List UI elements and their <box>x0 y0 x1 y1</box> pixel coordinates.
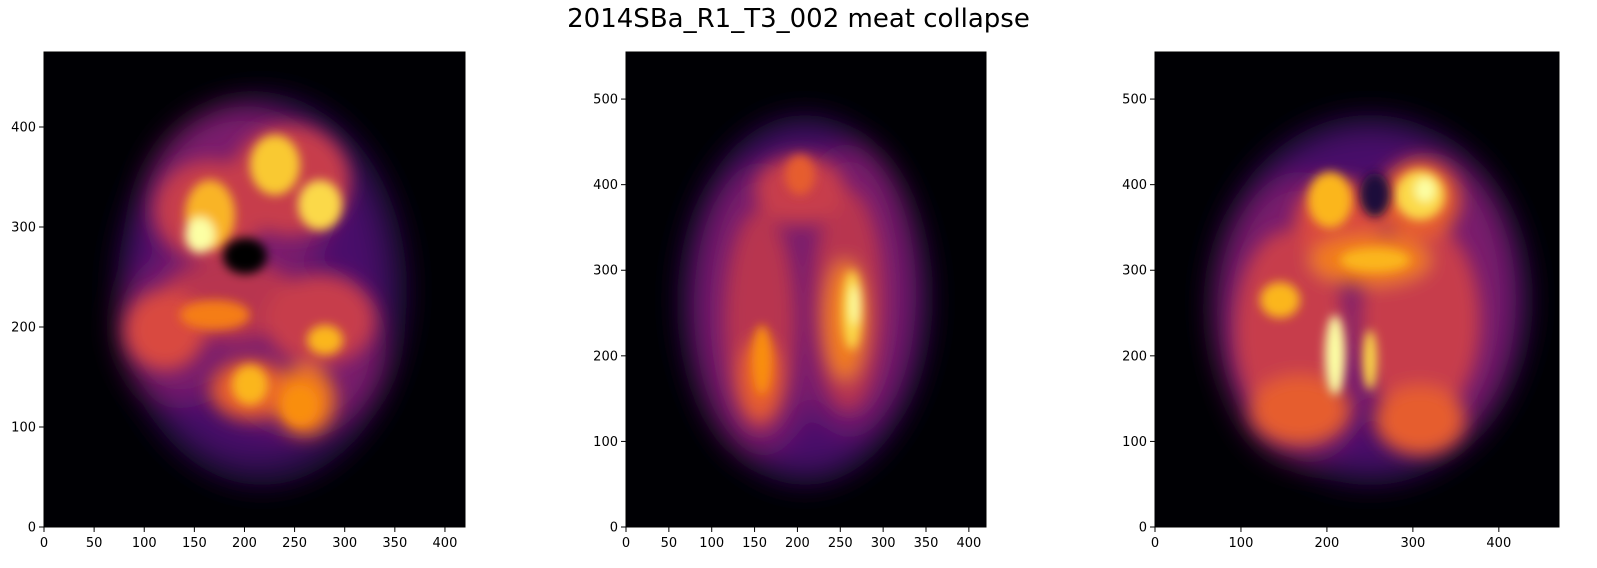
panel-1-y-tick-label: 0 <box>28 521 36 536</box>
panel-3-y-tick-label: 500 <box>1122 93 1147 108</box>
panel-1-y-tick-label: 400 <box>11 121 36 136</box>
panel-1-y-tick-label: 300 <box>11 221 36 236</box>
panel-1-x-tick-label: 150 <box>182 536 207 551</box>
panel-1-x-tick-label: 50 <box>86 536 103 551</box>
panel-2-x-tick-label: 150 <box>742 536 767 551</box>
panel-2-y-tick-label: 200 <box>593 349 618 364</box>
panel-3-axes: 0 100 200 300 400 0 100 200 300 400 500 <box>1122 93 1511 551</box>
panel-2-x-tick-label: 350 <box>914 536 939 551</box>
panel-1-y-tick-label: 200 <box>11 321 36 336</box>
panel-2-x-tick-label: 400 <box>956 536 981 551</box>
panel-3-x-tick-label: 0 <box>1151 536 1159 551</box>
panel-1-x-tick-label: 0 <box>40 536 48 551</box>
image-panel-3: 0 100 200 300 400 0 100 200 300 400 500 <box>1122 51 1560 551</box>
panel-3-x-tick-label: 400 <box>1486 536 1511 551</box>
panel-2-axes: 0 50 100 150 200 250 300 350 400 0 100 200 300 400 500 <box>593 93 981 551</box>
panel-1-x-tick-label: 400 <box>433 536 458 551</box>
panel-1-axes: 0 50 100 150 200 250 300 350 400 0 100 200 300 400 <box>11 121 457 552</box>
panel-3-heatmap <box>1210 115 1530 485</box>
panel-3-x-tick-label: 100 <box>1229 536 1254 551</box>
panel-2-x-tick-label: 300 <box>871 536 896 551</box>
panel-3-x-tick-label: 300 <box>1400 536 1425 551</box>
panel-2-x-tick-label: 200 <box>785 536 810 551</box>
panel-2-x-tick-label: 0 <box>622 536 630 551</box>
panel-1-y-tick-label: 100 <box>11 421 36 436</box>
panel-1-x-tick-label: 250 <box>282 536 307 551</box>
panel-2-y-tick-label: 400 <box>593 178 618 193</box>
panel-2-heatmap <box>680 115 930 485</box>
panel-3-y-tick-label: 300 <box>1122 264 1147 279</box>
panel-2-x-tick-label: 100 <box>699 536 724 551</box>
panel-2-x-tick-label: 250 <box>828 536 853 551</box>
panel-3-x-tick-label: 200 <box>1315 536 1340 551</box>
panel-2-y-tick-label: 500 <box>593 93 618 108</box>
panel-1-x-tick-label: 300 <box>332 536 357 551</box>
image-panel-1: 0 50 100 150 200 250 300 350 400 0 100 200 300 400 <box>11 51 466 552</box>
panel-3-y-tick-label: 200 <box>1122 349 1147 364</box>
panel-2-x-tick-label: 50 <box>661 536 678 551</box>
panel-2-y-tick-label: 300 <box>593 264 618 279</box>
panel-3-y-tick-label: 0 <box>1139 521 1147 536</box>
panel-2-y-tick-label: 0 <box>610 521 618 536</box>
panel-3-y-tick-label: 100 <box>1122 435 1147 450</box>
image-panel-2: 0 50 100 150 200 250 300 350 400 0 100 200 300 400 500 <box>593 51 987 551</box>
panel-1-x-tick-label: 200 <box>232 536 257 551</box>
panel-2-y-tick-label: 100 <box>593 435 618 450</box>
panel-1-x-tick-label: 100 <box>132 536 157 551</box>
figure-title: 2014SBa_R1_T3_002 meat collapse <box>567 4 1030 34</box>
panel-1-heatmap <box>117 95 407 485</box>
panel-3-y-tick-label: 400 <box>1122 178 1147 193</box>
panel-1-x-tick-label: 350 <box>382 536 407 551</box>
